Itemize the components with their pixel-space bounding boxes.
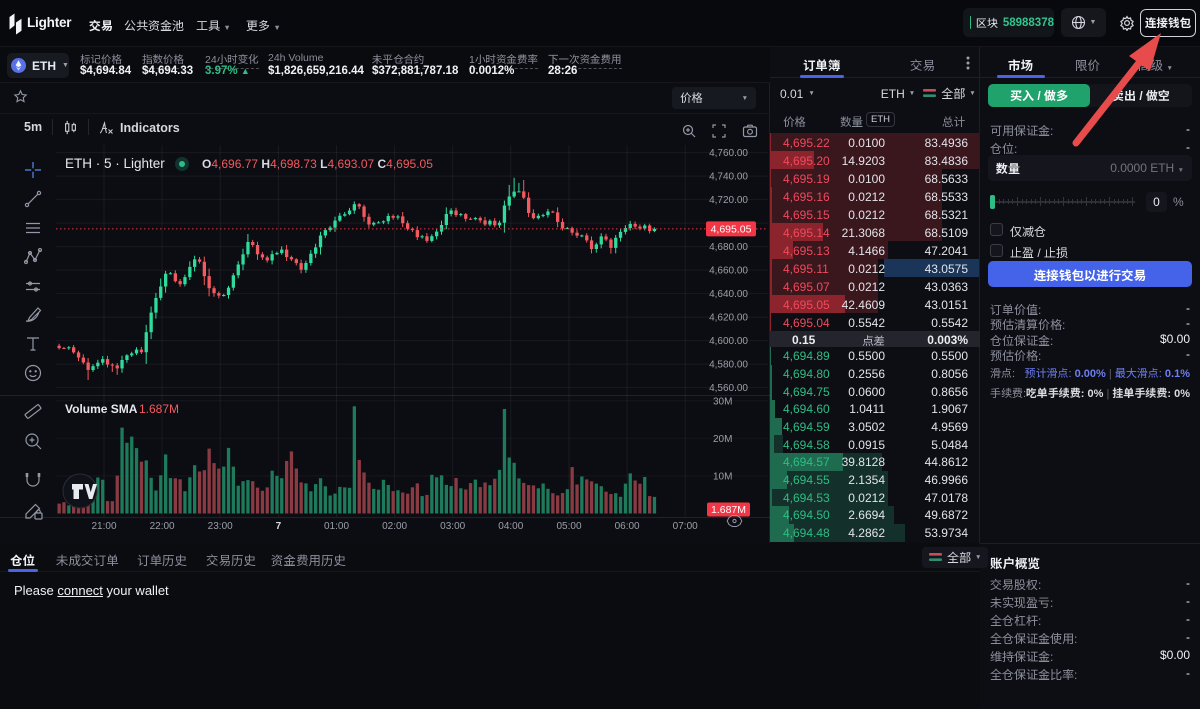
svg-text:06:00: 06:00 — [615, 521, 640, 532]
svg-text:4,695.05: 4,695.05 — [711, 224, 752, 236]
svg-text:4,600.00: 4,600.00 — [709, 336, 748, 347]
svg-text:4,660.00: 4,660.00 — [709, 266, 748, 277]
svg-text:Volume SMA: Volume SMA — [65, 402, 138, 416]
svg-text:07:00: 07:00 — [673, 521, 698, 532]
svg-text:4,740.00: 4,740.00 — [709, 172, 748, 183]
svg-text:1.687M: 1.687M — [139, 402, 179, 416]
svg-text:7: 7 — [276, 521, 282, 532]
svg-text:30M: 30M — [713, 396, 732, 407]
svg-text:01:00: 01:00 — [324, 521, 349, 532]
svg-text:22:00: 22:00 — [150, 521, 175, 532]
svg-text:4,760.00: 4,760.00 — [709, 148, 748, 159]
svg-text:03:00: 03:00 — [440, 521, 465, 532]
svg-text:4,720.00: 4,720.00 — [709, 195, 748, 206]
svg-text:4,560.00: 4,560.00 — [709, 383, 748, 394]
svg-text:10M: 10M — [713, 472, 732, 483]
svg-text:02:00: 02:00 — [382, 521, 407, 532]
svg-text:ETH · 5 · Lighter: ETH · 5 · Lighter — [65, 156, 165, 171]
svg-text:4,640.00: 4,640.00 — [709, 289, 748, 300]
svg-text:4,580.00: 4,580.00 — [709, 360, 748, 371]
svg-text:23:00: 23:00 — [208, 521, 233, 532]
svg-text:04:00: 04:00 — [498, 521, 523, 532]
svg-text:4,620.00: 4,620.00 — [709, 313, 748, 324]
svg-text:20M: 20M — [713, 434, 732, 445]
svg-text:1.687M: 1.687M — [711, 504, 746, 516]
svg-text:O4,696.77 H4,698.73 L4,693.07: O4,696.77 H4,698.73 L4,693.07 C4,695.05 — [202, 157, 433, 171]
svg-text:05:00: 05:00 — [556, 521, 581, 532]
svg-text:4,680.00: 4,680.00 — [709, 242, 748, 253]
svg-text:21:00: 21:00 — [91, 521, 116, 532]
